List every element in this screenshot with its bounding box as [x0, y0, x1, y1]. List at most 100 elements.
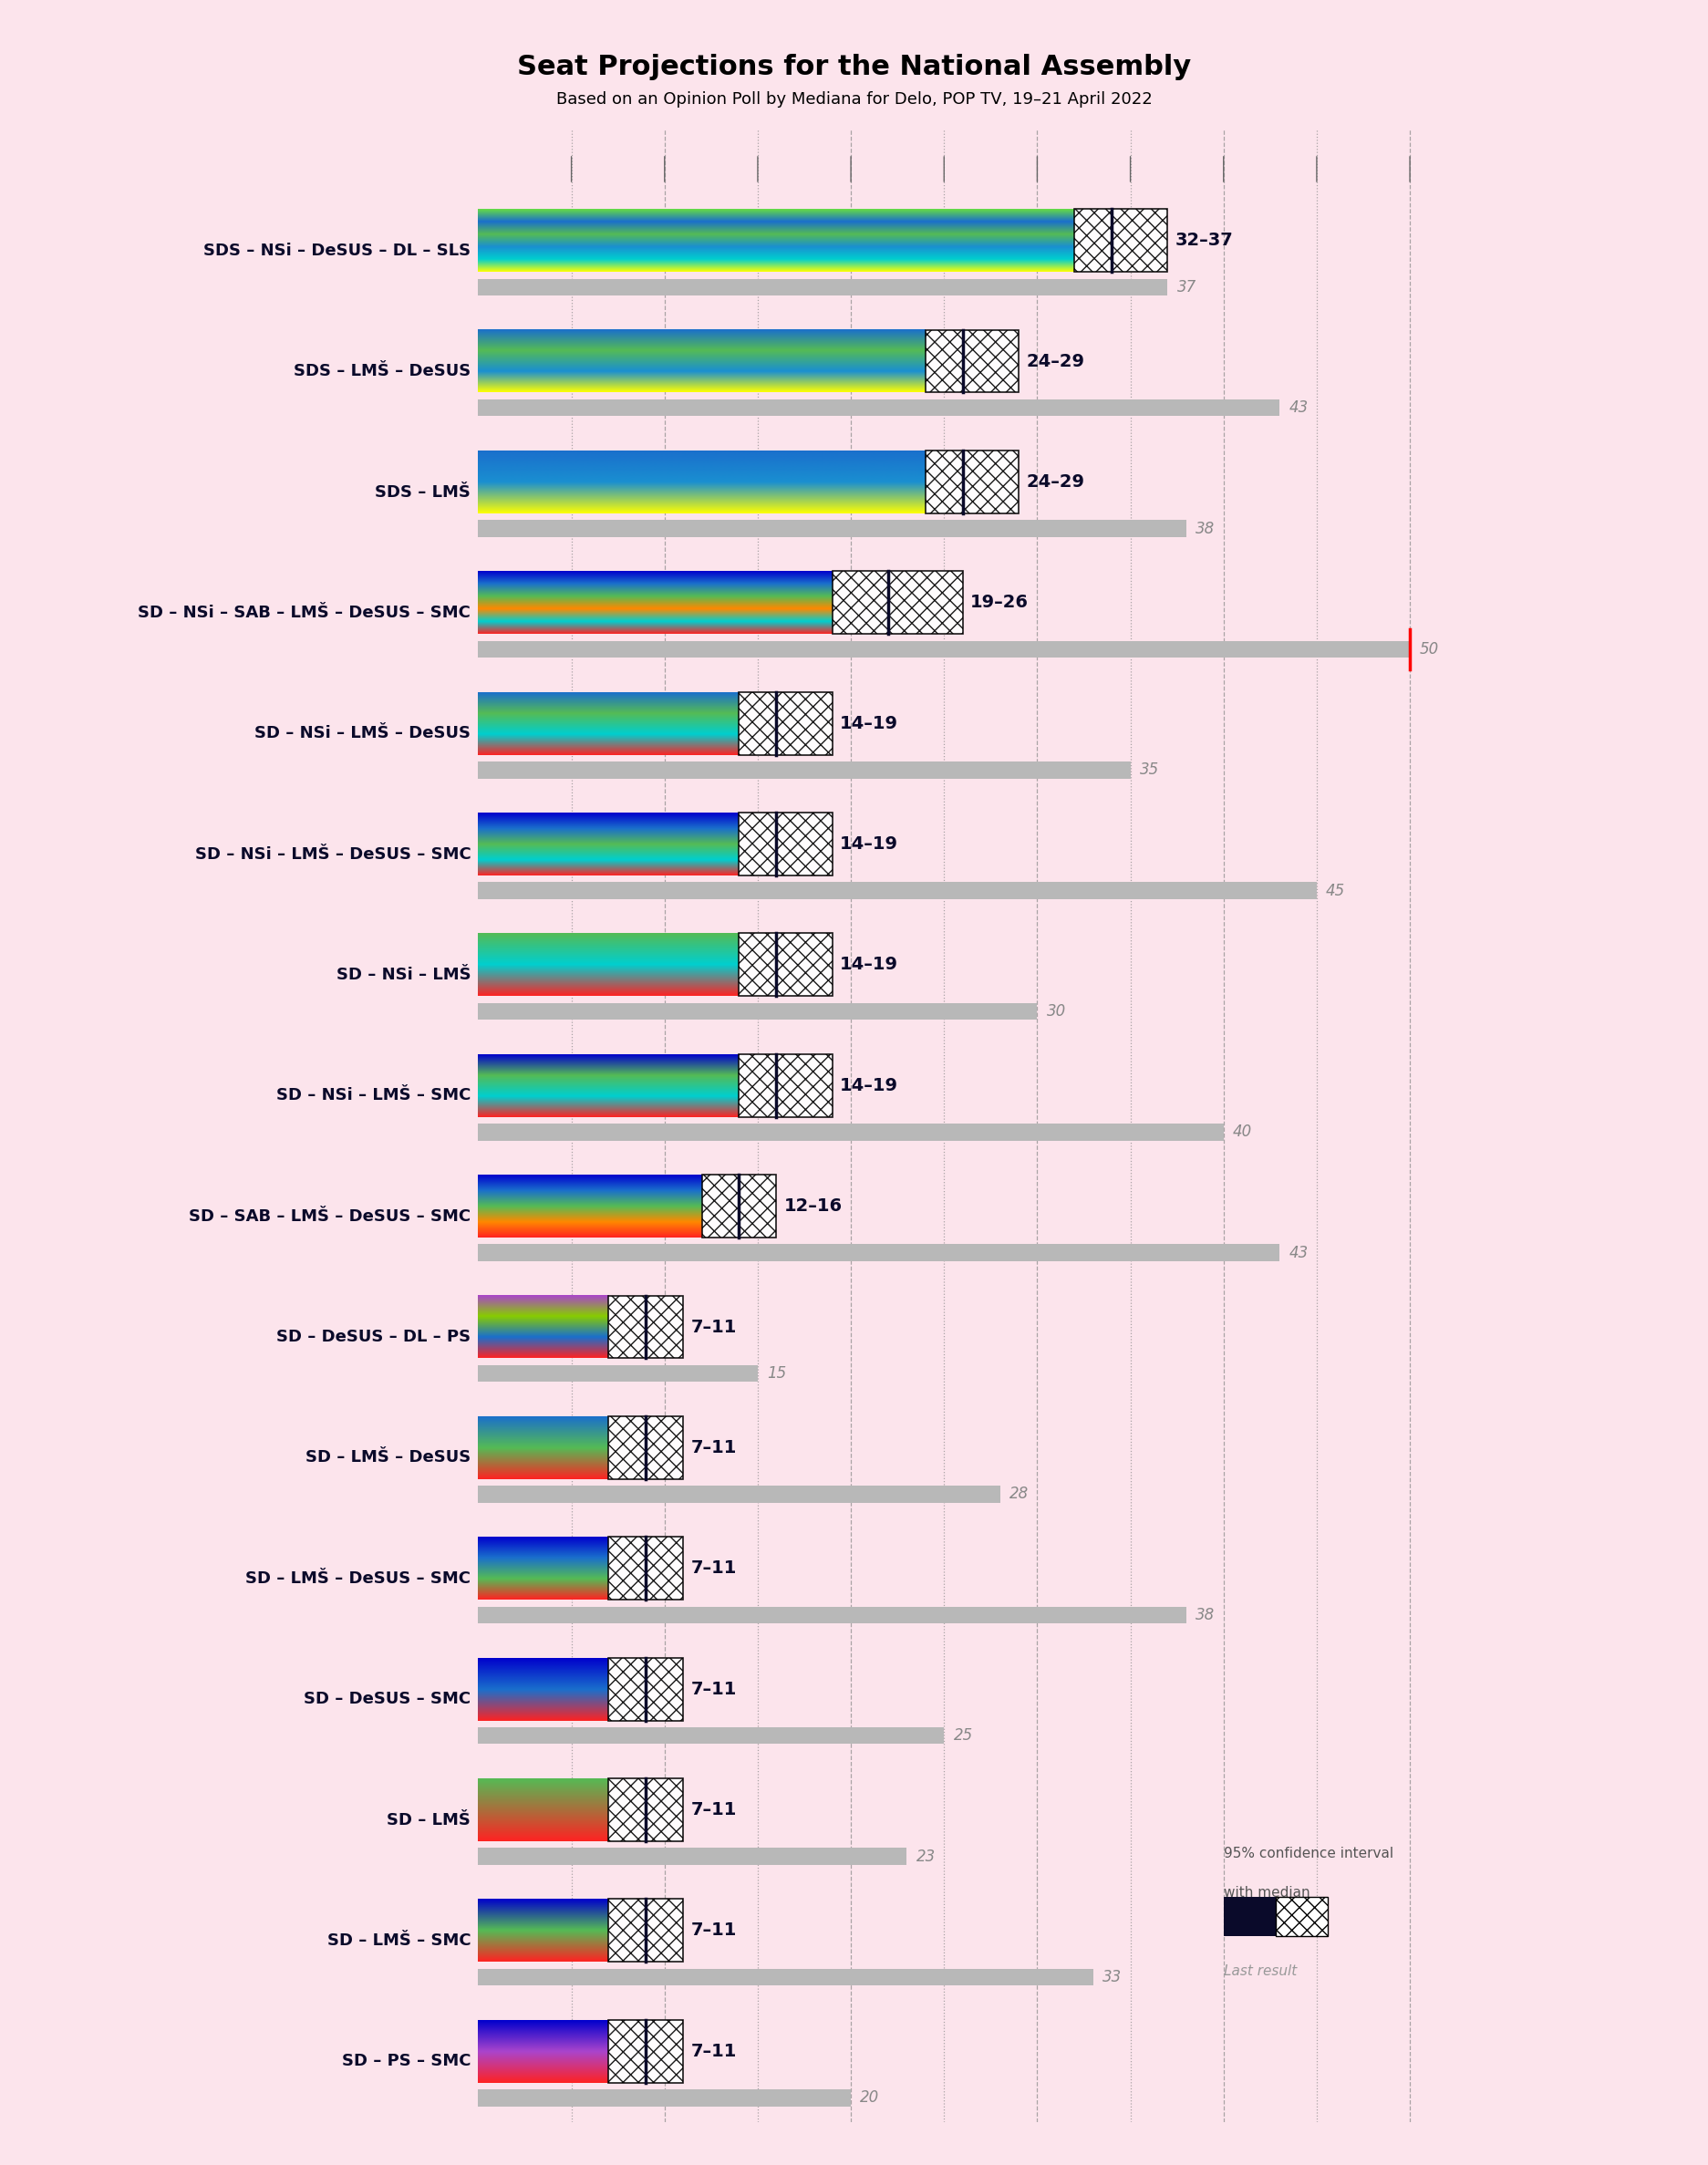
Bar	[740, 1054, 832, 1117]
Bar	[1276, 1897, 1327, 1936]
Bar	[478, 1968, 1093, 1985]
Text: SD – DeSUS – SMC: SD – DeSUS – SMC	[304, 1691, 471, 1708]
Bar	[608, 1658, 683, 1721]
Text: 23: 23	[915, 1849, 936, 1864]
Text: 43: 43	[1290, 401, 1308, 416]
Text: SD – NSi – LMŠ: SD – NSi – LMŠ	[336, 968, 471, 983]
Bar	[478, 1002, 1037, 1020]
Text: SD – SAB – LMŠ – DeSUS – SMC: SD – SAB – LMŠ – DeSUS – SMC	[190, 1208, 471, 1225]
Bar	[608, 1777, 683, 1840]
Text: 7–11: 7–11	[690, 1559, 736, 1576]
Bar	[478, 2089, 851, 2107]
Text: 7–11: 7–11	[690, 1923, 736, 1940]
Text: 15: 15	[767, 1366, 786, 1381]
Text: 38: 38	[1196, 520, 1214, 537]
Bar	[478, 1606, 1187, 1624]
Text: Seat Projections for the National Assembly: Seat Projections for the National Assemb…	[518, 54, 1190, 80]
Bar	[702, 1176, 777, 1238]
Text: SD – NSi – SAB – LMŠ – DeSUS – SMC: SD – NSi – SAB – LMŠ – DeSUS – SMC	[138, 604, 471, 621]
Text: 24–29: 24–29	[1027, 474, 1085, 491]
Text: 43: 43	[1290, 1245, 1308, 1260]
Bar	[478, 641, 1409, 658]
Text: 37: 37	[1177, 279, 1196, 294]
Bar	[740, 812, 832, 875]
Bar	[832, 572, 963, 634]
Bar	[740, 1054, 832, 1117]
Bar	[608, 1416, 683, 1479]
Text: 7–11: 7–11	[690, 1801, 736, 1819]
Bar	[478, 1849, 907, 1864]
Text: Last result: Last result	[1223, 1964, 1296, 1977]
Text: with median: with median	[1223, 1886, 1310, 1899]
Bar	[608, 1777, 683, 1840]
Bar	[608, 1416, 683, 1479]
Bar	[608, 1537, 683, 1600]
Bar	[608, 2020, 683, 2083]
Text: 19–26: 19–26	[970, 593, 1028, 611]
Text: 25: 25	[953, 1728, 974, 1743]
Bar	[608, 1537, 683, 1600]
Bar	[608, 1295, 683, 1357]
Text: SD – DeSUS – DL – PS: SD – DeSUS – DL – PS	[277, 1329, 471, 1344]
Bar	[832, 572, 963, 634]
Text: 14–19: 14–19	[840, 1076, 898, 1093]
Bar	[740, 693, 832, 756]
Text: 24–29: 24–29	[1027, 353, 1085, 370]
Bar	[478, 1124, 1223, 1141]
Bar	[608, 1295, 683, 1357]
Bar	[608, 1899, 683, 1961]
Text: Based on an Opinion Poll by Mediana for Delo, POP TV, 19–21 April 2022: Based on an Opinion Poll by Mediana for …	[555, 91, 1153, 108]
Text: 30: 30	[1047, 1002, 1066, 1020]
Bar	[608, 1899, 683, 1961]
Text: SD – PS – SMC: SD – PS – SMC	[342, 2052, 471, 2070]
Text: 20: 20	[861, 2089, 880, 2107]
Text: SD – LMŠ: SD – LMŠ	[388, 1812, 471, 1827]
Text: 7–11: 7–11	[690, 2042, 736, 2059]
Text: SD – NSi – LMŠ – DeSUS – SMC: SD – NSi – LMŠ – DeSUS – SMC	[195, 847, 471, 862]
Text: 45: 45	[1325, 883, 1346, 898]
Bar	[926, 329, 1018, 392]
Bar	[1223, 1897, 1276, 1936]
Bar	[926, 450, 1018, 513]
Text: 12–16: 12–16	[784, 1197, 842, 1215]
Bar	[478, 520, 1187, 537]
Text: 33: 33	[1102, 1968, 1122, 1985]
Text: 32–37: 32–37	[1175, 232, 1233, 249]
Text: SD – LMŠ – DeSUS – SMC: SD – LMŠ – DeSUS – SMC	[246, 1570, 471, 1587]
Bar	[740, 693, 832, 756]
Bar	[740, 933, 832, 996]
Text: 7–11: 7–11	[690, 1440, 736, 1457]
Bar	[478, 1485, 999, 1503]
Bar	[1074, 210, 1168, 273]
Bar	[478, 762, 1131, 779]
Text: 50: 50	[1419, 641, 1438, 658]
Text: 28: 28	[1009, 1485, 1028, 1503]
Text: SD – NSi – LMŠ – DeSUS: SD – NSi – LMŠ – DeSUS	[254, 725, 471, 743]
Bar	[702, 1176, 777, 1238]
Bar	[608, 2020, 683, 2083]
Text: SDS – LMŠ: SDS – LMŠ	[376, 483, 471, 500]
Bar	[478, 398, 1279, 416]
Bar	[926, 329, 1018, 392]
Text: 14–19: 14–19	[840, 836, 898, 853]
Bar	[478, 881, 1317, 898]
Text: SD – LMŠ – SMC: SD – LMŠ – SMC	[326, 1933, 471, 1948]
Text: 95% confidence interval: 95% confidence interval	[1223, 1847, 1394, 1860]
Text: SDS – LMŠ – DeSUS: SDS – LMŠ – DeSUS	[294, 364, 471, 379]
Text: 7–11: 7–11	[690, 1680, 736, 1697]
Bar	[740, 933, 832, 996]
Bar	[926, 450, 1018, 513]
Bar	[478, 1366, 758, 1381]
Bar	[478, 1245, 1279, 1262]
Bar	[1074, 210, 1168, 273]
Text: 40: 40	[1233, 1124, 1252, 1141]
Text: SD – LMŠ – DeSUS: SD – LMŠ – DeSUS	[306, 1451, 471, 1466]
Text: 14–19: 14–19	[840, 957, 898, 974]
Text: SD – NSi – LMŠ – SMC: SD – NSi – LMŠ – SMC	[277, 1087, 471, 1104]
Text: SDS – NSi – DeSUS – DL – SLS: SDS – NSi – DeSUS – DL – SLS	[203, 242, 471, 260]
Bar	[740, 812, 832, 875]
Bar	[478, 1728, 945, 1745]
Text: 35: 35	[1139, 762, 1160, 777]
Bar	[608, 1658, 683, 1721]
Text: 14–19: 14–19	[840, 714, 898, 732]
